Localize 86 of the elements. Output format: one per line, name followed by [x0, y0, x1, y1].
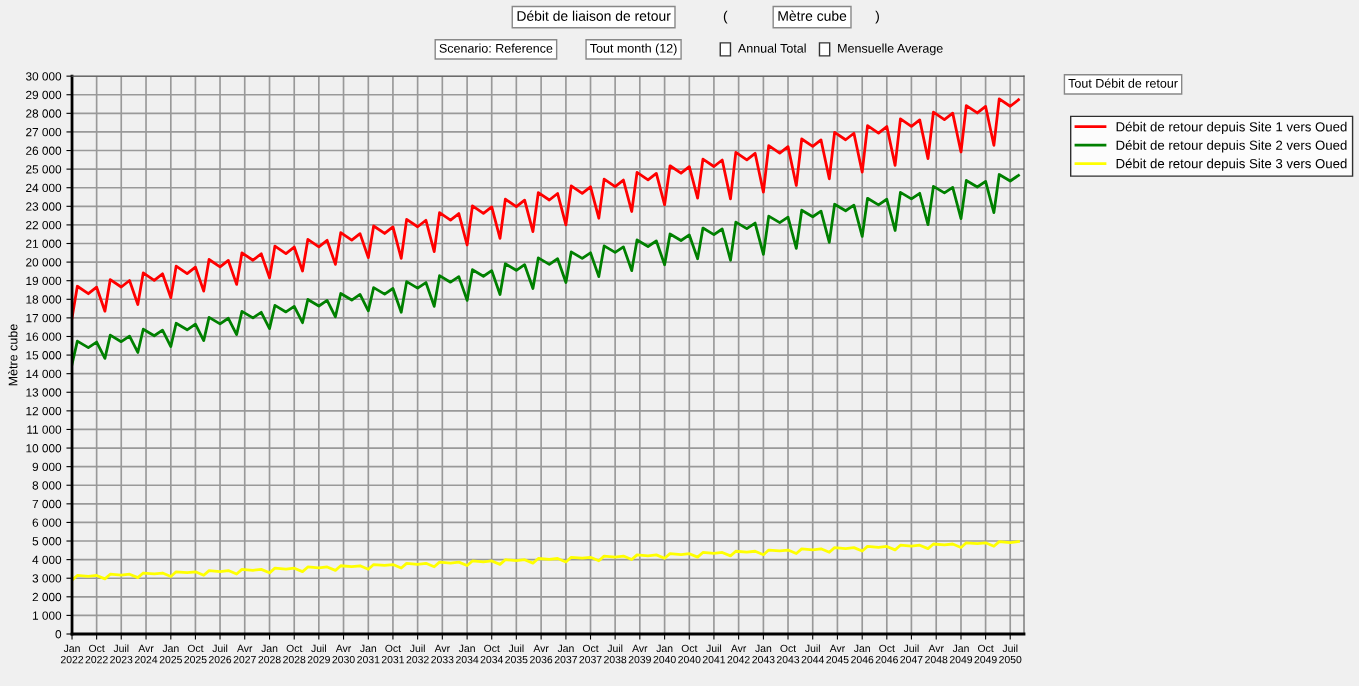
x-tick-label: Juil 2032	[406, 644, 429, 664]
text: Mensuelle Average	[838, 43, 943, 56]
x-tick-label: Juil 2047	[900, 644, 923, 664]
x-tick-label: Avr 2024	[134, 644, 158, 664]
x-tick-label: Oct 2025	[184, 644, 207, 664]
y-tick-label: 0	[55, 630, 62, 639]
legend-label: Débit de retour depuis Site 3 vers Oued	[1116, 158, 1347, 171]
x-tick-label: Oct 2037	[579, 644, 602, 664]
y-tick-label: 30 000	[25, 72, 62, 81]
x-tick-label: Oct 2031	[381, 644, 405, 664]
legend-label: Débit de retour depuis Site 2 vers Oued	[1116, 140, 1347, 153]
y-tick-label: 11 000	[27, 425, 62, 434]
x-tick-label: Jan 2031	[357, 644, 380, 664]
text: Annual Total	[737, 43, 806, 53]
y-tick-label: 6 000	[32, 518, 62, 527]
y-tick-label: 28 000	[26, 109, 62, 118]
x-tick-label: Oct 2028	[283, 644, 306, 664]
y-tick-label: 8 000	[32, 481, 62, 490]
y-tick-label: 9 000	[32, 462, 62, 472]
x-tick-label: Juil 2038	[604, 644, 627, 664]
y-tick-label: 16 000	[26, 332, 62, 341]
x-tick-label: Avr 2036	[530, 644, 553, 664]
line-series	[72, 173, 1020, 366]
x-tick-label: Avr 2030	[332, 644, 355, 664]
y-tick-label: 3 000	[32, 574, 62, 583]
x-tick-label: Jan 2028	[258, 644, 281, 664]
text: Scenario: Reference	[439, 43, 553, 53]
x-tick-label: Jan 2049	[949, 644, 973, 664]
text: Débit de liaison de retour	[517, 10, 671, 21]
line-series	[72, 97, 1020, 320]
x-tick-label: Avr 2039	[628, 644, 651, 664]
text: (	[723, 10, 728, 24]
x-tick-label: Juil 2044	[801, 644, 824, 664]
text: Tout Débit de retour	[1068, 78, 1178, 88]
x-tick-label: Jan 2037	[554, 644, 577, 664]
x-tick-label: Juil 2023	[110, 644, 133, 664]
x-tick-label: Jan 2022	[60, 644, 84, 664]
x-tick-label: Avr 2042	[727, 644, 750, 664]
y-tick-label: 14 000	[26, 369, 62, 379]
x-tick-label: Jan 2034	[456, 644, 479, 664]
y-tick-label: 27 000	[26, 127, 62, 137]
y-tick-label: 19 000	[26, 276, 62, 286]
x-tick-label: Avr 2045	[826, 644, 849, 664]
y-tick-label: 12 000	[26, 406, 62, 416]
x-tick-label: Oct 2049	[974, 644, 997, 664]
x-tick-label: Oct 2034	[480, 644, 504, 664]
y-tick-label: 13 000	[26, 388, 62, 397]
x-tick-label: Juil 2035	[505, 644, 528, 664]
x-tick-label: Avr 2033	[431, 644, 454, 664]
y-tick-label: 22 000	[26, 220, 62, 230]
line-series	[72, 540, 1020, 582]
y-tick-label: 7 000	[32, 499, 62, 509]
y-tick-label: 15 000	[26, 351, 62, 360]
x-tick-label: Oct 2040	[678, 644, 701, 664]
x-tick-label: Oct 2022	[85, 644, 108, 664]
x-tick-label: Juil 2050	[999, 644, 1022, 664]
legend-label: Débit de retour depuis Site 1 vers Oued	[1116, 121, 1347, 135]
y-tick-label: 5 000	[32, 537, 62, 546]
y-tick-label: 23 000	[26, 202, 62, 211]
y-tick-label: 10 000	[26, 444, 62, 453]
y-tick-label: 17 000	[26, 313, 62, 323]
x-tick-label: Oct 2043	[776, 644, 800, 664]
y-tick-label: 21 000	[26, 239, 62, 248]
x-tick-label: Avr 2027	[233, 644, 256, 664]
x-tick-label: Juil 2041	[702, 644, 725, 664]
x-tick-label: Juil 2029	[307, 644, 330, 664]
y-tick-label: 18 000	[26, 295, 62, 304]
y-tick-label: 29 000	[26, 90, 62, 100]
y-axis-title: Mètre cube	[8, 324, 18, 386]
x-tick-label: Jan 2040	[653, 644, 676, 664]
y-tick-label: 2 000	[32, 592, 62, 602]
x-tick-label: Jan 2046	[851, 644, 874, 664]
y-tick-label: 24 000	[26, 183, 62, 193]
y-tick-label: 1 000	[32, 611, 62, 620]
x-tick-label: Juil 2026	[208, 644, 232, 664]
y-tick-label: 25 000	[26, 165, 62, 174]
x-tick-label: Jan 2043	[752, 644, 775, 664]
x-tick-label: Oct 2046	[875, 644, 898, 664]
y-tick-label: 4 000	[32, 555, 62, 565]
text: Tout month (12)	[590, 43, 677, 56]
x-tick-label: Avr 2048	[925, 644, 948, 664]
y-tick-label: 26 000	[26, 146, 62, 155]
y-tick-label: 20 000	[26, 258, 62, 267]
x-tick-label: Jan 2025	[159, 644, 182, 664]
text: )	[875, 10, 879, 24]
text: Mètre cube	[778, 10, 847, 21]
